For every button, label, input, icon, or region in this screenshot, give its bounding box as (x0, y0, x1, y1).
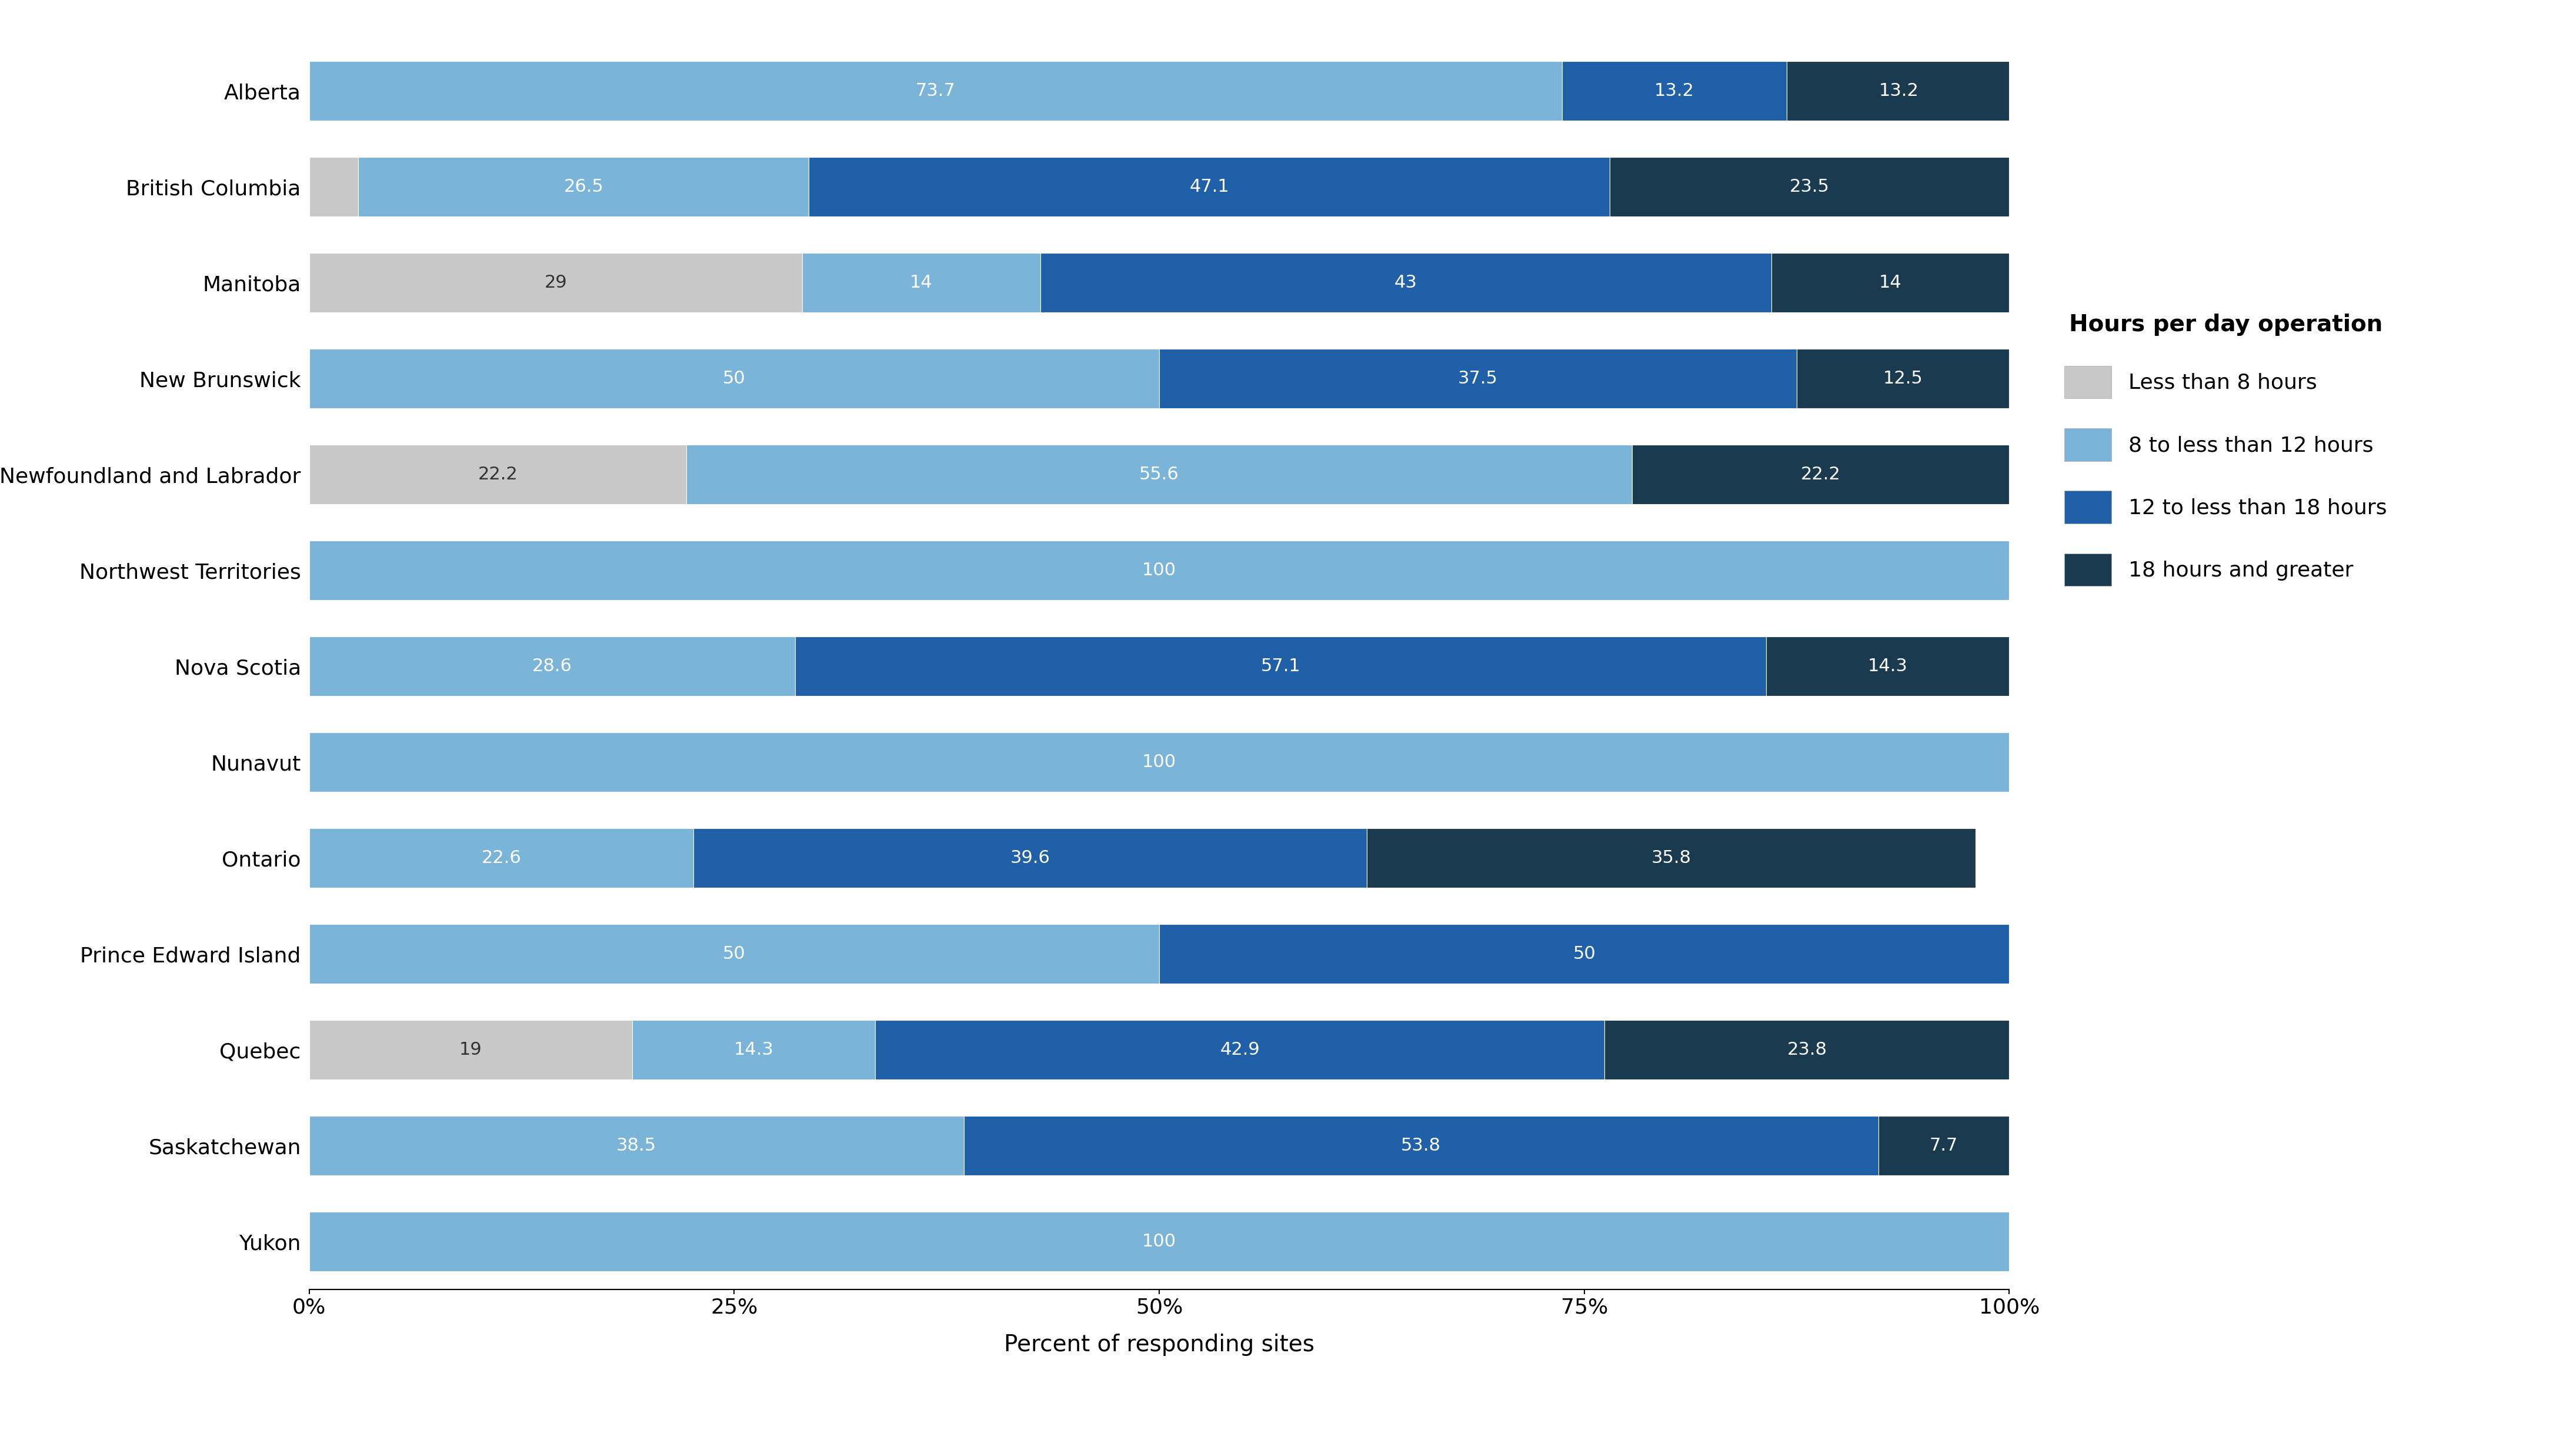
Bar (309, 62, 1561, 120)
Text: 29: 29 (544, 274, 567, 291)
Text: 13.2: 13.2 (1878, 83, 1919, 99)
Bar (1878, 1116, 2009, 1175)
Text: 42.9: 42.9 (1221, 1042, 1260, 1059)
Text: 19: 19 (459, 1042, 482, 1059)
Text: 14: 14 (909, 274, 933, 291)
Bar (631, 1020, 876, 1079)
Bar (1605, 1020, 2009, 1079)
Bar (309, 1212, 2009, 1271)
Text: 47.1: 47.1 (1190, 178, 1229, 195)
Bar (693, 828, 1368, 888)
Text: 39.6: 39.6 (1010, 850, 1051, 867)
Bar (1772, 254, 2009, 312)
Bar (309, 254, 801, 312)
Bar (309, 1020, 631, 1079)
Bar (796, 636, 1767, 696)
Bar (809, 158, 1610, 216)
Bar (1561, 62, 1788, 120)
Bar (309, 636, 796, 696)
Bar (1631, 444, 2009, 504)
Text: 7.7: 7.7 (1929, 1138, 1958, 1155)
Bar (309, 924, 1159, 984)
Bar (1041, 254, 1772, 312)
Bar (1798, 348, 2009, 408)
Text: 14: 14 (1878, 274, 1901, 291)
Text: 14.3: 14.3 (734, 1042, 773, 1059)
Bar (309, 1116, 963, 1175)
Bar (1767, 636, 2009, 696)
Text: 100: 100 (1141, 754, 1177, 771)
Bar (963, 1116, 1878, 1175)
Legend: Less than 8 hours, 8 to less than 12 hours, 12 to less than 18 hours, 18 hours a: Less than 8 hours, 8 to less than 12 hou… (2053, 302, 2398, 596)
Bar (801, 254, 1041, 312)
Text: 13.2: 13.2 (1654, 83, 1695, 99)
Text: 22.2: 22.2 (479, 466, 518, 483)
Bar (309, 732, 2009, 792)
Text: 14.3: 14.3 (1868, 658, 1909, 675)
Text: 73.7: 73.7 (914, 83, 956, 99)
Text: 28.6: 28.6 (533, 658, 572, 675)
Text: 50: 50 (724, 370, 744, 387)
Bar (309, 828, 693, 888)
Bar (688, 444, 1631, 504)
Text: 35.8: 35.8 (1651, 850, 1690, 867)
Bar (1159, 924, 2009, 984)
Bar (1368, 828, 1976, 888)
Text: 26.5: 26.5 (564, 178, 603, 195)
Bar (1610, 158, 2009, 216)
Text: 50: 50 (724, 946, 744, 963)
Bar (1159, 348, 1798, 408)
Text: 22.2: 22.2 (1801, 466, 1839, 483)
Text: 23.5: 23.5 (1790, 178, 1829, 195)
Bar (309, 540, 2009, 600)
Text: 23.8: 23.8 (1788, 1042, 1826, 1059)
Bar (309, 348, 1159, 408)
X-axis label: Percent of responding sites: Percent of responding sites (1005, 1334, 1314, 1356)
Text: 37.5: 37.5 (1458, 370, 1497, 387)
Bar (1788, 62, 2012, 120)
Bar (309, 158, 358, 216)
Text: 100: 100 (1141, 562, 1177, 579)
Bar (309, 444, 688, 504)
Text: 12.5: 12.5 (1883, 370, 1922, 387)
Bar (876, 1020, 1605, 1079)
Text: 55.6: 55.6 (1139, 466, 1180, 483)
Text: 57.1: 57.1 (1260, 658, 1301, 675)
Text: 53.8: 53.8 (1401, 1138, 1440, 1155)
Text: 43: 43 (1394, 274, 1417, 291)
Text: 50: 50 (1574, 946, 1595, 963)
Text: 38.5: 38.5 (616, 1138, 657, 1155)
Text: 100: 100 (1141, 1234, 1177, 1250)
Text: 22.6: 22.6 (482, 850, 520, 867)
Bar (358, 158, 809, 216)
